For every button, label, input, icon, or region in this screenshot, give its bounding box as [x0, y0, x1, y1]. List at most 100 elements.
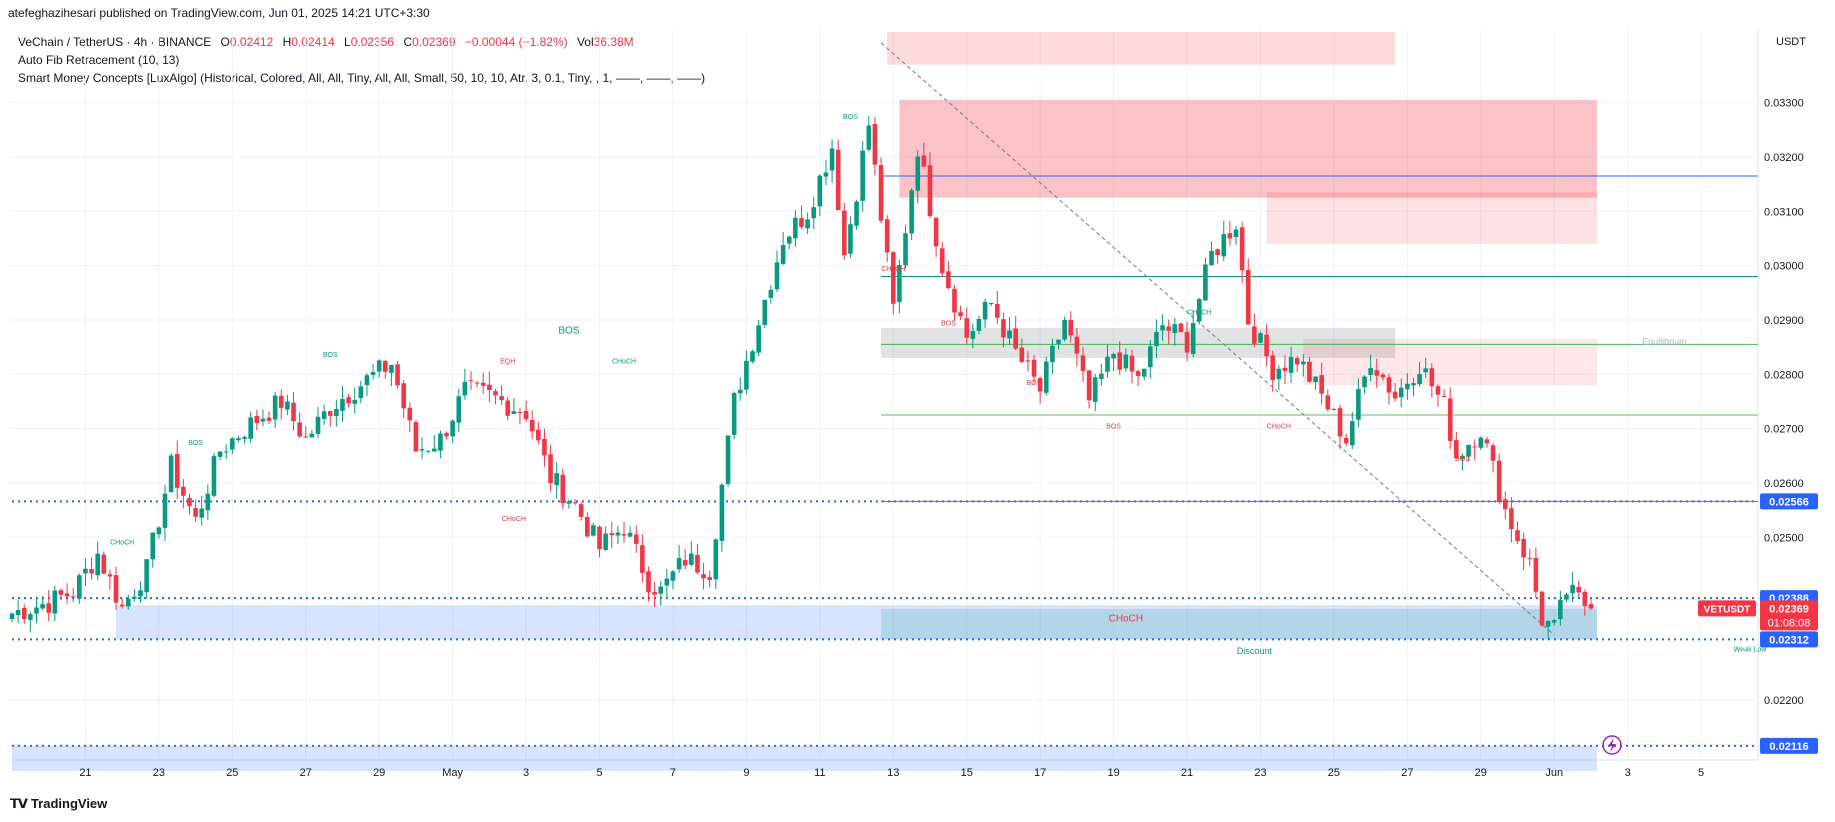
legend-indicator-smc[interactable]: Smart Money Concepts [LuxAlgo] (Historic… [18, 71, 706, 85]
candle-body [1454, 440, 1459, 459]
candle-body [609, 533, 615, 536]
candle-body [107, 574, 113, 577]
candle-body [927, 165, 933, 217]
candle-body [211, 456, 217, 496]
candle-body [1196, 299, 1202, 322]
candle-body [1533, 557, 1539, 592]
tradingview-footer[interactable]: 𝗧𝗩 TradingView [10, 796, 107, 812]
candle-body [156, 527, 162, 535]
lightning-icon[interactable] [1602, 735, 1622, 755]
candle-body [254, 416, 260, 424]
candle-body [34, 607, 39, 614]
candle-body [340, 399, 345, 411]
candle-body [1141, 368, 1147, 377]
candle-body [1515, 530, 1520, 542]
smc-label: CHoCH [502, 516, 526, 523]
legend-symbol[interactable]: VeChain / TetherUS · 4h · BINANCE [18, 35, 212, 49]
candle-body [223, 451, 229, 453]
candle-body [744, 360, 749, 390]
price-tick-label: 0.02700 [1764, 424, 1804, 436]
candle-body [1160, 325, 1165, 331]
candle-body [383, 360, 388, 372]
currency-label: USDT [1776, 36, 1806, 48]
candle-body [370, 372, 376, 375]
time-tick-label: 25 [1328, 767, 1340, 779]
candle-body [1478, 437, 1484, 448]
candle-body [480, 382, 486, 386]
candle-body [872, 123, 878, 165]
price-chart[interactable]: BOS BOS BOS CHoCH EQH CHoCH CHoCH BOS CHoCH BOS BO… [0, 0, 1835, 790]
candle-body [1398, 387, 1404, 398]
candle-body [1209, 250, 1214, 266]
legend-indicator-fib[interactable]: Auto Fib Retracement (10, 13) [18, 53, 180, 67]
candle-body [1123, 354, 1129, 369]
candle-body [664, 578, 670, 586]
time-tick-label: 21 [79, 767, 91, 779]
candle-body [1172, 324, 1178, 333]
legend-open: 0.02412 [229, 35, 274, 49]
candle-body [1184, 331, 1190, 353]
candle-body [15, 610, 21, 616]
candle-body [1374, 370, 1380, 376]
time-tick-label: 3 [523, 767, 529, 779]
candle-body [897, 264, 902, 302]
smc-zone [899, 99, 1598, 198]
candle-body [425, 450, 431, 452]
legend-high: 0.02414 [291, 35, 335, 49]
time-tick-label: 15 [961, 767, 973, 779]
candle-body [786, 236, 792, 244]
candle-body [946, 271, 951, 289]
tv-logo-icon: 𝗧𝗩 [10, 796, 28, 811]
candle-body [1472, 446, 1477, 448]
candle-body [1178, 323, 1184, 333]
candle-body [1031, 359, 1037, 377]
candle-body [1013, 328, 1018, 349]
smc-label: CHoCH [881, 266, 905, 273]
smc-annotations: BOS BOS BOS CHoCH EQH CHoCH CHoCH BOS CHoCH BOS BO… [110, 114, 1767, 656]
candle-body [285, 401, 290, 410]
candle-body [1215, 249, 1220, 256]
price-tick-label: 0.03300 [1764, 98, 1804, 110]
candle-body [970, 331, 976, 339]
smc-label: CHoCH [1187, 310, 1211, 317]
candle-body [83, 568, 88, 574]
candle-body [1558, 599, 1563, 619]
price-axis: USDT 0.03300 0.03200 0.03100 0.03000 0.02900… [1764, 36, 1806, 707]
smc-label: BOS [188, 440, 203, 447]
time-tick-label: 7 [670, 767, 676, 779]
time-tick-label: 21 [1181, 767, 1193, 779]
candle-body [1025, 360, 1031, 362]
time-tick-label: 29 [1475, 767, 1487, 779]
time-tick-label: 23 [1254, 767, 1266, 779]
candle-body [1105, 356, 1110, 372]
footer-brand: TradingView [30, 796, 108, 811]
candle-body [376, 360, 382, 372]
smc-zone [12, 745, 1598, 771]
smc-zone [1266, 192, 1598, 244]
candle-body [584, 517, 590, 537]
candle-body [848, 224, 853, 254]
candle-body [1245, 270, 1251, 325]
candle-body [303, 436, 309, 438]
candle-body [52, 590, 58, 614]
candle-body [1154, 332, 1159, 347]
candle-body [682, 560, 688, 566]
candle-body [1239, 227, 1245, 271]
price-tag-label: 0.02116 [1769, 741, 1808, 753]
candle-body [731, 393, 737, 435]
candle-body [260, 418, 266, 422]
legend-h-label: H [282, 35, 292, 49]
candle-body [1221, 234, 1227, 257]
candle-body [823, 172, 829, 177]
candle-body [591, 525, 596, 536]
time-tick-label: 19 [1107, 767, 1119, 779]
candle-body [125, 598, 131, 607]
candle-body [1086, 370, 1092, 401]
candle-body [719, 484, 725, 541]
candle-body [58, 590, 64, 595]
candle-body [707, 577, 712, 581]
smc-zone [881, 608, 1598, 640]
candle-body [1466, 444, 1471, 457]
fib-diagonal-line [880, 42, 1555, 636]
candle-body [866, 125, 872, 150]
